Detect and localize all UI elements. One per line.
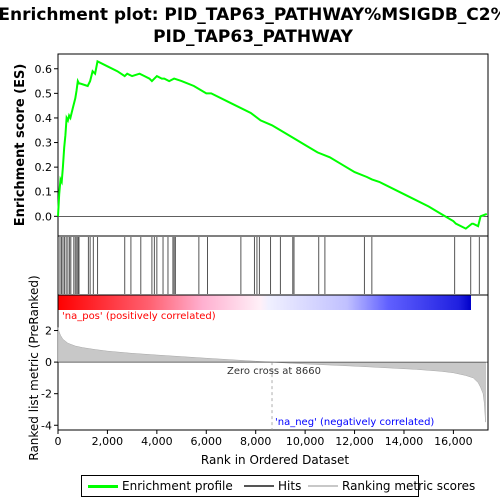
hits-barcode bbox=[59, 237, 480, 294]
es-panel-frame bbox=[57, 53, 489, 237]
metric-y-tick-label: -4 bbox=[41, 419, 52, 432]
metric-y-axis-label: Ranked list metric (PreRanked) bbox=[27, 275, 41, 460]
x-tick-label: 10,000 bbox=[286, 435, 325, 448]
metric-y-tick-label: 2 bbox=[45, 325, 52, 338]
x-axis-label: Rank in Ordered Dataset bbox=[201, 453, 349, 467]
metric-x-axis: 0 2,000 4,000 6,000 8,000 10,000 12,000 14,000 1… bbox=[55, 430, 473, 448]
x-tick-label: 2,000 bbox=[92, 435, 124, 448]
legend-swatch-ranking bbox=[308, 485, 338, 487]
es-y-tick-label: 0.5 bbox=[35, 87, 53, 100]
x-tick-label: 6,000 bbox=[191, 435, 223, 448]
es-y-axis: 0.0 0.1 0.2 0.3 0.4 0.5 0.6 bbox=[35, 63, 58, 223]
es-y-tick-label: 0.6 bbox=[35, 63, 53, 76]
es-y-tick-label: 0.1 bbox=[35, 186, 53, 199]
ranking-metric-area bbox=[57, 327, 486, 423]
legend-item-ranking: Ranking metric scores bbox=[308, 479, 475, 493]
metric-y-axis: -4 -2 0 2 bbox=[41, 325, 58, 432]
zero-cross-label: Zero cross at 8660 bbox=[227, 366, 321, 377]
hits-panel-frame bbox=[57, 235, 489, 296]
x-tick-label: 8,000 bbox=[240, 435, 272, 448]
es-y-tick-label: 0.3 bbox=[35, 137, 53, 150]
x-tick-label: 16,000 bbox=[434, 435, 473, 448]
es-y-tick-label: 0.4 bbox=[35, 112, 53, 125]
metric-y-tick-label: -2 bbox=[41, 388, 52, 401]
es-y-axis-label: Enrichment score (ES) bbox=[13, 64, 28, 227]
legend-label-ranking: Ranking metric scores bbox=[342, 479, 476, 493]
x-tick-label: 4,000 bbox=[141, 435, 173, 448]
x-tick-label: 12,000 bbox=[335, 435, 374, 448]
metric-y-tick-label: 0 bbox=[45, 356, 52, 369]
x-tick-label: 0 bbox=[55, 435, 62, 448]
legend-item-hits: Hits bbox=[244, 479, 301, 493]
rank-color-bar bbox=[58, 295, 471, 310]
legend-label-hits: Hits bbox=[278, 479, 302, 493]
legend-swatch-hits bbox=[244, 485, 274, 487]
es-y-tick-label: 0.0 bbox=[35, 210, 53, 223]
legend-item-enrichment: Enrichment profile bbox=[88, 479, 233, 493]
es-y-tick-label: 0.2 bbox=[35, 161, 53, 174]
legend: Enrichment profile Hits Ranking metric s… bbox=[81, 475, 475, 497]
legend-label-enrichment: Enrichment profile bbox=[122, 479, 233, 493]
enrichment-profile-line bbox=[57, 59, 488, 230]
legend-swatch-enrichment bbox=[88, 484, 118, 488]
chart-title-line1: Enrichment plot: PID_TAP63_PATHWAY%MSIGD… bbox=[0, 5, 500, 25]
pos-correlated-label: 'na_pos' (positively correlated) bbox=[62, 311, 216, 322]
chart-title-line2: PID_TAP63_PATHWAY bbox=[153, 27, 354, 47]
x-tick-label: 14,000 bbox=[385, 435, 424, 448]
neg-correlated-label: 'na_neg' (negatively correlated) bbox=[275, 417, 434, 428]
